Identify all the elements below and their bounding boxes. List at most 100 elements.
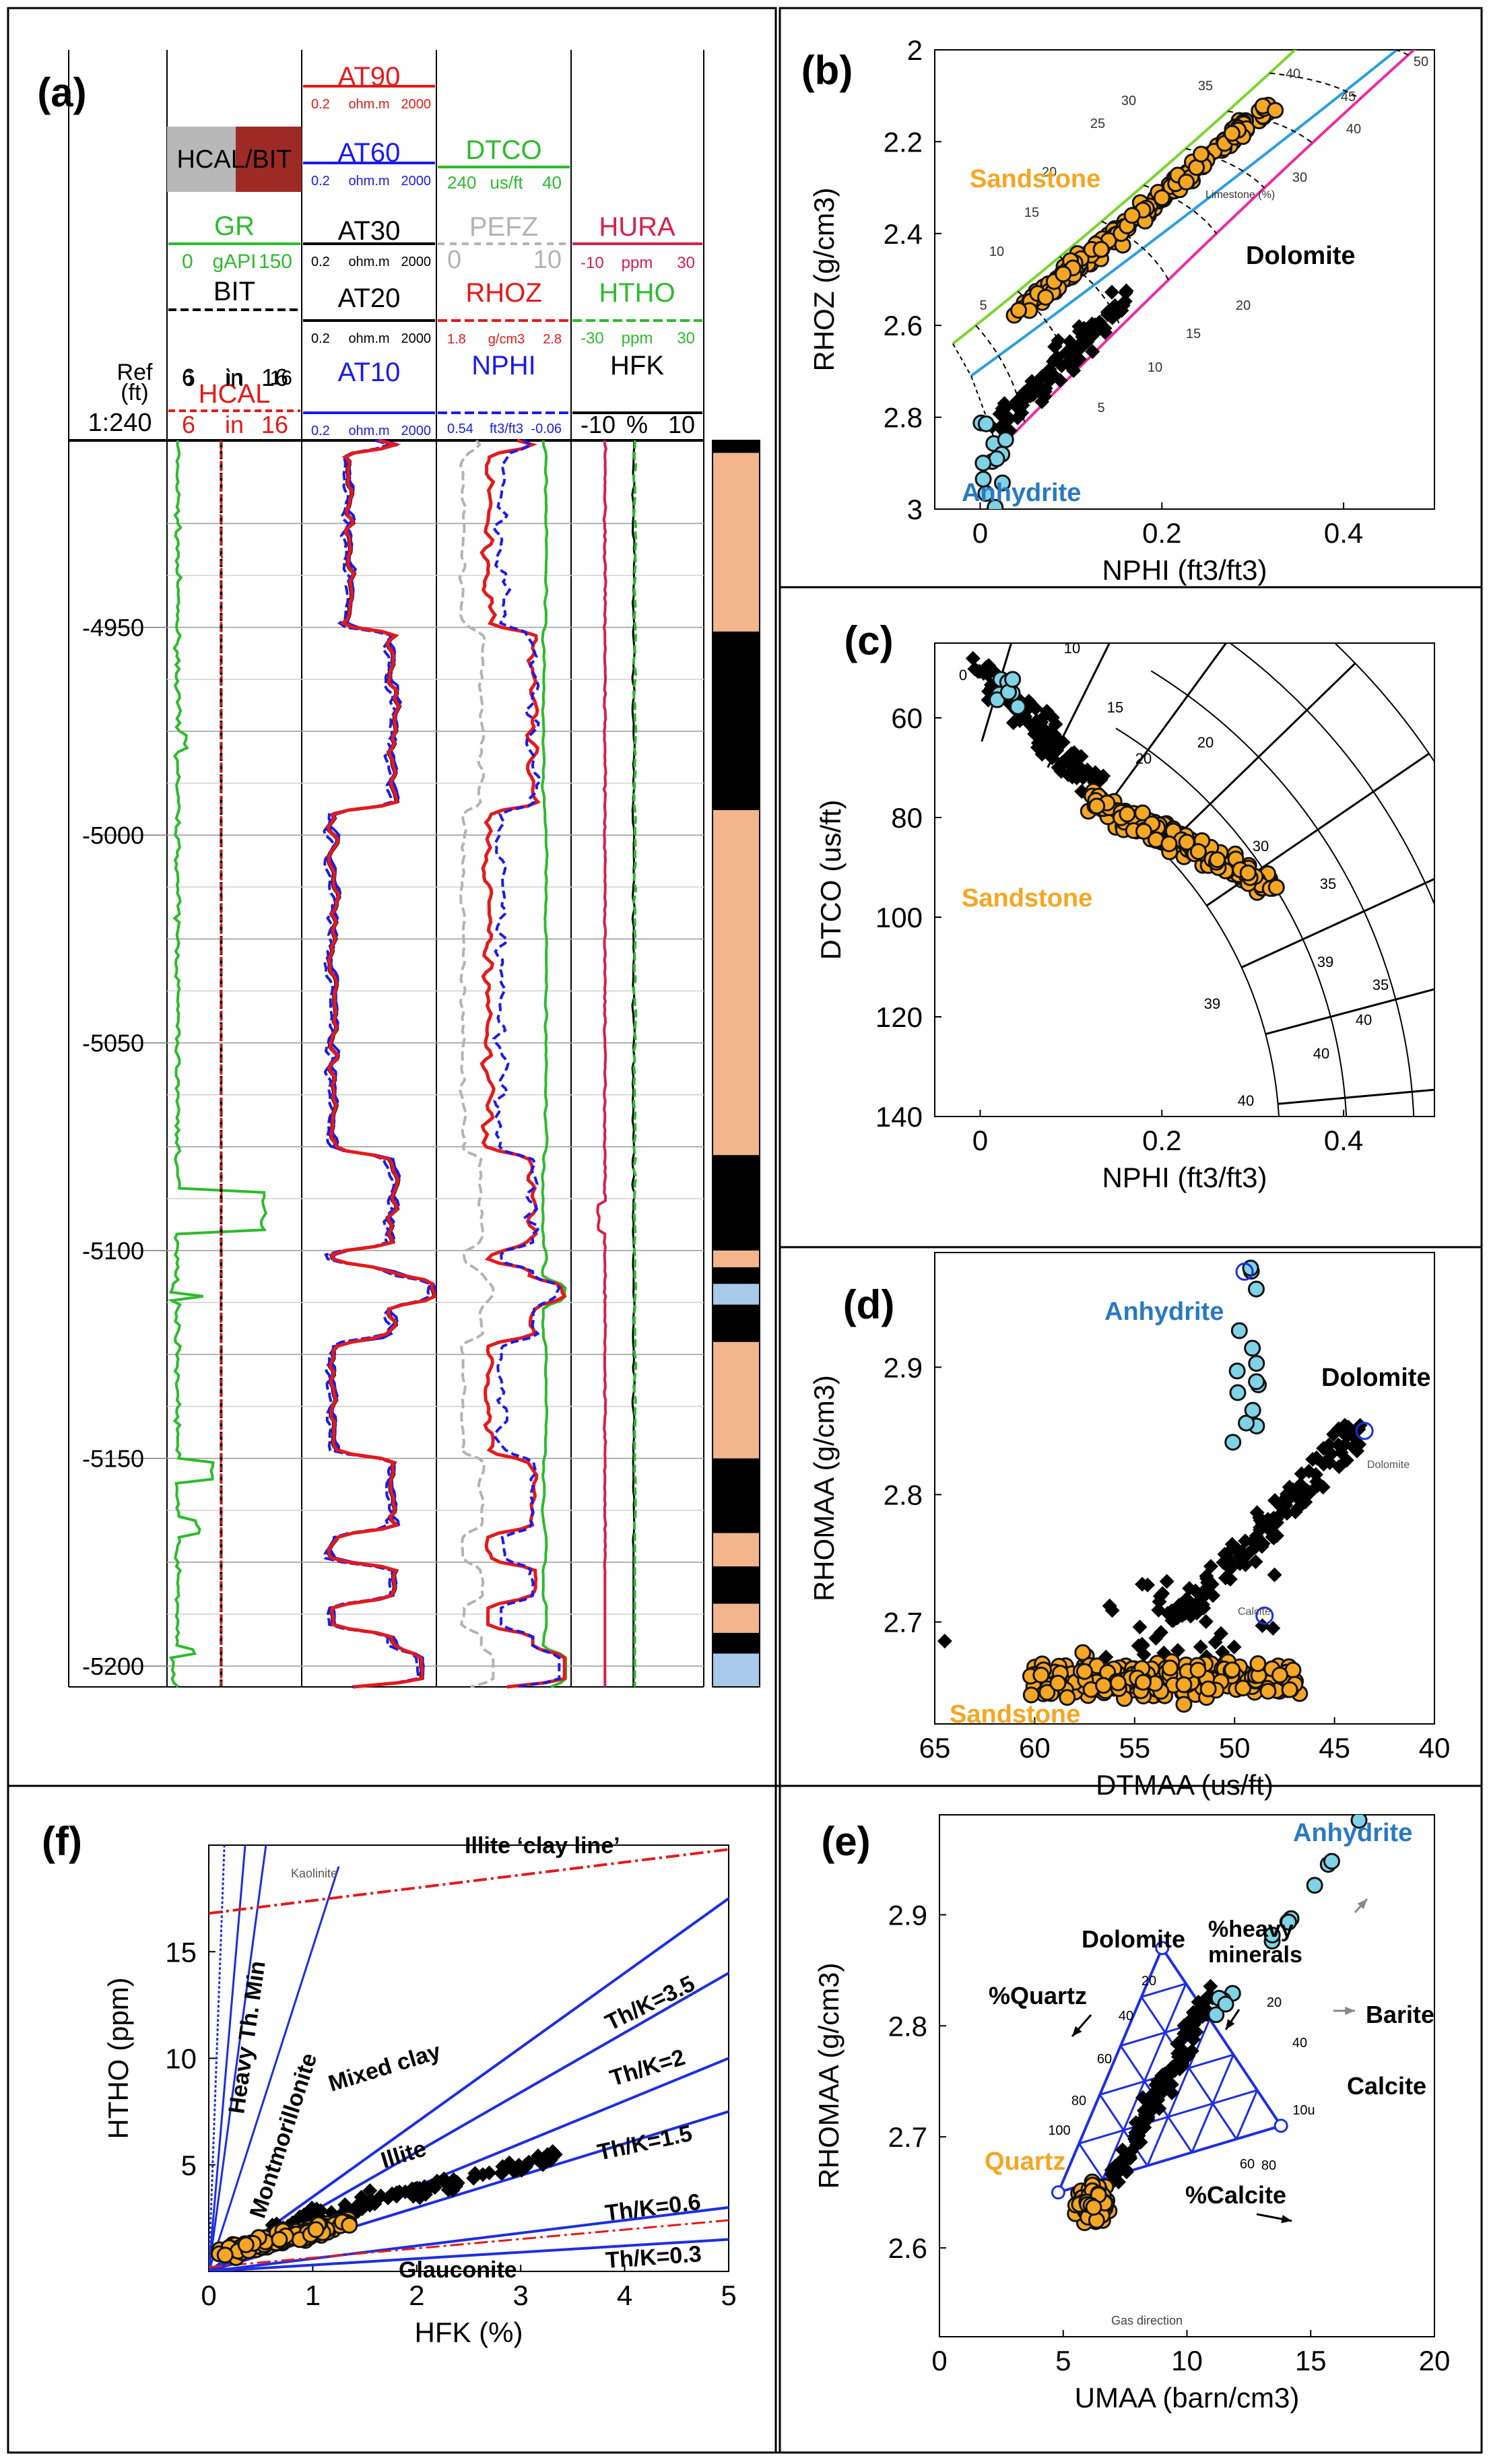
e-anhydrite-point <box>1263 1926 1281 1943</box>
f-shale-point <box>548 2147 563 2162</box>
t3-min: 0.54 <box>447 422 473 436</box>
bit-max: 16 <box>261 364 288 391</box>
b-shale-point <box>1047 339 1063 354</box>
ratio-line <box>209 2206 729 2271</box>
c-anhydrite-point <box>1004 671 1022 688</box>
e-quartz-point <box>1085 2199 1102 2216</box>
y-tick-label: 2.2 <box>884 126 923 158</box>
t3-max: 2.8 <box>543 332 562 347</box>
x-tick-label: 0.2 <box>1142 1125 1181 1156</box>
ternary-grid <box>1098 2094 1148 2166</box>
c-sandstone-point <box>1267 879 1285 896</box>
panel-e: (e) 0 5 10 15 20 2.6 2.7 2.8 2.9 UMAA (barn/cm3) RH… <box>779 1785 1483 2454</box>
res-unit: ohm.m <box>348 174 389 189</box>
bit-unit: in <box>225 364 244 391</box>
t3-max: -0.06 <box>531 422 562 436</box>
x-tick-label: 2 <box>409 2279 424 2311</box>
y-tick-label: 3 <box>907 494 923 525</box>
panel-f-frame <box>7 1785 781 2454</box>
b-sandstone-point <box>1178 173 1195 191</box>
depth-tick-label: -5050 <box>82 1030 144 1057</box>
e-anhydrite-point <box>1306 1877 1323 1894</box>
limestone-scale-label: Limestone (%) <box>1205 189 1275 201</box>
e-shale-point <box>1131 2121 1147 2136</box>
e-shale-point <box>1184 2043 1199 2059</box>
d-sandstone-point <box>1189 1661 1207 1679</box>
y-tick-label: 100 <box>875 902 923 933</box>
fan-label: 39 <box>1317 954 1333 970</box>
hcal-bit-legend: HCAL/BIT <box>176 145 292 174</box>
x-tick-label: 5 <box>721 2279 736 2311</box>
b-shale-point <box>995 401 1010 416</box>
res-min: 0.2 <box>311 255 330 269</box>
d-sandstone-point <box>1059 1689 1076 1706</box>
d-sandstone-point <box>1049 1674 1067 1692</box>
b-shale-point <box>1104 284 1119 300</box>
porosity-label: 35 <box>1198 79 1213 94</box>
f-sandstone-point <box>307 2221 325 2238</box>
porosity-connector <box>1269 72 1361 100</box>
d-sandstone-point <box>1038 1684 1056 1701</box>
res-max: 2000 <box>401 97 432 112</box>
res-unit: ohm.m <box>348 331 389 346</box>
panel-f-label: (f) <box>42 1819 82 1864</box>
lithology-shale <box>713 1458 760 1533</box>
t4-min: -10 <box>581 254 604 272</box>
x-tick-label: 60 <box>1019 1732 1051 1764</box>
ternary-label: 40 <box>1292 2036 1307 2051</box>
t3-unit: us/ft <box>490 172 523 193</box>
panel-b-plot: 5 10 15 20 25 30 35 40 45 50 5 10 15 20 30 40 <box>952 50 1428 509</box>
fan-label: 39 <box>1204 995 1220 1012</box>
dolomite-annotation: Dolomite <box>1082 1925 1185 1953</box>
mineral-endpoint <box>1235 1262 1254 1281</box>
res-min: 0.2 <box>311 174 330 189</box>
dolomite-porosity-label: 30 <box>1292 170 1307 185</box>
y-axis-label: DTCO (us/ft) <box>815 800 847 960</box>
d-shale-point <box>1229 1541 1245 1556</box>
lithology-sand <box>713 1603 760 1633</box>
res-min: 0.2 <box>311 424 330 438</box>
d-shale-point <box>1333 1438 1348 1454</box>
heavy-minerals-annotation: %heavy <box>1208 1917 1294 1942</box>
c-shale-point <box>1039 704 1055 719</box>
fan-label: 40 <box>1356 1011 1372 1028</box>
d-shale-point <box>1199 1568 1214 1584</box>
nphi-curve <box>492 439 561 1688</box>
e-shale-point <box>1119 2164 1134 2180</box>
b-anhydrite-point <box>974 470 992 488</box>
b-shale-point <box>1065 351 1081 366</box>
e-shale-point <box>1138 2109 1154 2125</box>
f-shale-point <box>440 2177 456 2193</box>
hcal-max: 16 <box>261 411 288 438</box>
t4-max: 30 <box>677 329 695 347</box>
d-shale-point <box>1305 1452 1321 1467</box>
d-anhydrite-point <box>1238 1414 1255 1432</box>
porosity-label: 5 <box>979 298 987 313</box>
calcite-percent-annotation: %Calcite <box>1185 2181 1286 2209</box>
d-anhydrite-point <box>1230 1322 1248 1339</box>
dolomite-line <box>997 50 1416 451</box>
hcal-min: 6 <box>182 411 195 438</box>
mineral-endpoint <box>1255 1606 1274 1625</box>
c-shale-point <box>1053 764 1069 779</box>
b-shale-point <box>1085 327 1100 343</box>
lithology-shale <box>713 440 760 453</box>
d-shale-point <box>1102 1598 1117 1613</box>
b-sandstone-point <box>1193 145 1210 163</box>
d-sandstone-point <box>1175 1676 1193 1694</box>
dolomite-endpoint-label: Dolomite <box>1367 1459 1410 1471</box>
c-shale-point <box>1067 745 1082 760</box>
x-tick-label: 0 <box>931 2345 947 2376</box>
y-tick-label: 2 <box>907 34 923 66</box>
y-tick-label: 2.7 <box>888 2121 927 2153</box>
res-max: 2000 <box>401 255 432 269</box>
illite-clay-line-annotation: Illite ‘clay line’ <box>465 1833 620 1859</box>
plot-area <box>934 1252 1435 1725</box>
c-shale-point <box>1036 741 1051 757</box>
dolomite-annotation: Dolomite <box>1321 1364 1431 1392</box>
t4-unit: ppm <box>622 329 653 347</box>
x-tick-label: 20 <box>1419 2345 1451 2376</box>
